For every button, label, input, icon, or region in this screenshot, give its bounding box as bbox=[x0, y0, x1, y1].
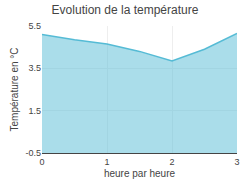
svg-text:Température en °C: Température en °C bbox=[9, 47, 20, 131]
svg-text:-0.5: -0.5 bbox=[25, 148, 41, 158]
svg-text:Evolution de la température: Evolution de la température bbox=[52, 3, 199, 17]
svg-text:heure par heure: heure par heure bbox=[104, 168, 176, 179]
svg-text:1: 1 bbox=[104, 157, 109, 167]
svg-text:3.5: 3.5 bbox=[28, 63, 41, 73]
svg-text:0: 0 bbox=[39, 157, 44, 167]
svg-text:1.5: 1.5 bbox=[28, 106, 41, 116]
svg-text:2: 2 bbox=[169, 157, 174, 167]
svg-text:3: 3 bbox=[234, 157, 239, 167]
svg-text:5.5: 5.5 bbox=[28, 21, 41, 31]
